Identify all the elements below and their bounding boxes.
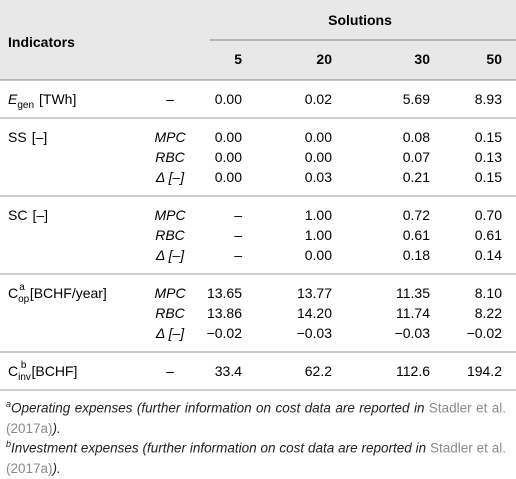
cell: – <box>234 247 242 263</box>
cell: 0.00 <box>215 169 242 185</box>
indicator-subscript: gen <box>17 100 34 111</box>
cell: 0.61 <box>475 227 502 243</box>
cell: −0.02 <box>467 325 503 341</box>
method: – <box>166 91 174 107</box>
cell: 8.22 <box>475 305 502 321</box>
cell: 0.00 <box>215 149 242 165</box>
indicator-unit: [–] <box>32 129 48 145</box>
indicator-subscript: inv <box>18 372 31 383</box>
cell: 0.13 <box>475 149 502 165</box>
column-header: 50 <box>486 51 502 67</box>
cell: 0.07 <box>403 149 430 165</box>
table: Solutions Indicators 5 20 30 50 Egen [TWh] – 0.… <box>0 0 516 391</box>
method: MPC <box>154 285 186 301</box>
cell: 0.18 <box>403 247 430 263</box>
indicator-unit: [BCHF] <box>31 363 77 379</box>
cell: 8.93 <box>475 91 502 107</box>
cell: 0.15 <box>475 169 502 185</box>
indicator: Cinvb [BCHF] <box>8 360 77 383</box>
cell: 1.00 <box>305 227 332 243</box>
cell: 1.00 <box>305 207 332 223</box>
method: RBC <box>155 305 185 321</box>
cell: 0.72 <box>403 207 430 223</box>
column-header: 30 <box>414 51 430 67</box>
method: RBC <box>155 149 185 165</box>
footnote-marker: b <box>6 439 12 449</box>
cell: 11.35 <box>396 285 430 301</box>
cell: 0.21 <box>403 169 430 185</box>
cell: 0.00 <box>305 149 332 165</box>
cell: −0.02 <box>207 325 243 341</box>
column-header: 5 <box>234 51 242 67</box>
cell: 0.61 <box>403 227 430 243</box>
method: MPC <box>154 207 186 223</box>
cell: 8.10 <box>475 285 502 301</box>
footnote: bInvestment expenses (further informatio… <box>6 434 506 479</box>
footnote-end: ). <box>52 460 61 476</box>
cell: 0.15 <box>475 129 502 145</box>
cell: −0.03 <box>395 325 431 341</box>
footnote-end: ). <box>52 420 61 436</box>
indicator-superscript: a <box>19 282 25 293</box>
cell: 5.69 <box>403 91 430 107</box>
footnote: aOperating expenses (further information… <box>6 394 506 439</box>
cell: −0.03 <box>297 325 333 341</box>
cell: 0.00 <box>215 129 242 145</box>
cell: 0.03 <box>305 169 332 185</box>
footnote-link[interactable]: Stadler et al. (2017a) <box>6 400 506 436</box>
indicator-symbol: E <box>8 91 18 107</box>
method: MPC <box>154 129 186 145</box>
method: Δ [–] <box>155 247 185 263</box>
cell: – <box>234 207 242 223</box>
indicator-unit: [BCHF/year] <box>30 285 107 301</box>
indicator: Copa [BCHF/year] <box>8 282 107 305</box>
indicator-symbol: SC <box>8 207 27 223</box>
cell: 0.02 <box>305 91 332 107</box>
cell: 11.74 <box>396 305 430 321</box>
cell: 0.14 <box>475 247 502 263</box>
cell: 112.6 <box>396 363 430 379</box>
column-header: 20 <box>316 51 332 67</box>
method: RBC <box>155 227 185 243</box>
method: Δ [–] <box>155 325 185 341</box>
cell: 13.86 <box>207 305 242 321</box>
indicator: SS [–] <box>8 129 47 145</box>
footnote-text: Investment expenses (further information… <box>11 440 427 456</box>
method: – <box>166 363 174 379</box>
indicator-unit: [TWh] <box>39 91 76 107</box>
cell: 14.20 <box>297 305 332 321</box>
indicator: SC [–] <box>8 207 48 223</box>
cell: 0.00 <box>305 247 332 263</box>
indicator-symbol: SS <box>8 129 27 145</box>
cell: 0.00 <box>305 129 332 145</box>
cell: 33.4 <box>215 363 242 379</box>
indicator-subscript: op <box>18 294 30 305</box>
solutions-header: Solutions <box>328 12 392 28</box>
indicator-superscript: b <box>21 360 27 371</box>
indicator: Egen [TWh] <box>8 91 76 111</box>
cell: – <box>234 227 242 243</box>
indicator-symbol: C <box>8 363 18 379</box>
cell: 0.00 <box>215 91 242 107</box>
method: Δ [–] <box>155 169 185 185</box>
footnote-text: Operating expenses (further information … <box>11 400 425 416</box>
cell: 13.65 <box>207 285 242 301</box>
cell: 0.08 <box>403 129 430 145</box>
cell: 13.77 <box>297 285 332 301</box>
footnote-marker: a <box>6 399 12 409</box>
indicators-header: Indicators <box>8 34 75 50</box>
cell: 62.2 <box>305 363 332 379</box>
cell: 194.2 <box>467 363 502 379</box>
indicator-symbol: C <box>8 285 18 301</box>
cell: 0.70 <box>475 207 502 223</box>
indicator-unit: [–] <box>32 207 48 223</box>
